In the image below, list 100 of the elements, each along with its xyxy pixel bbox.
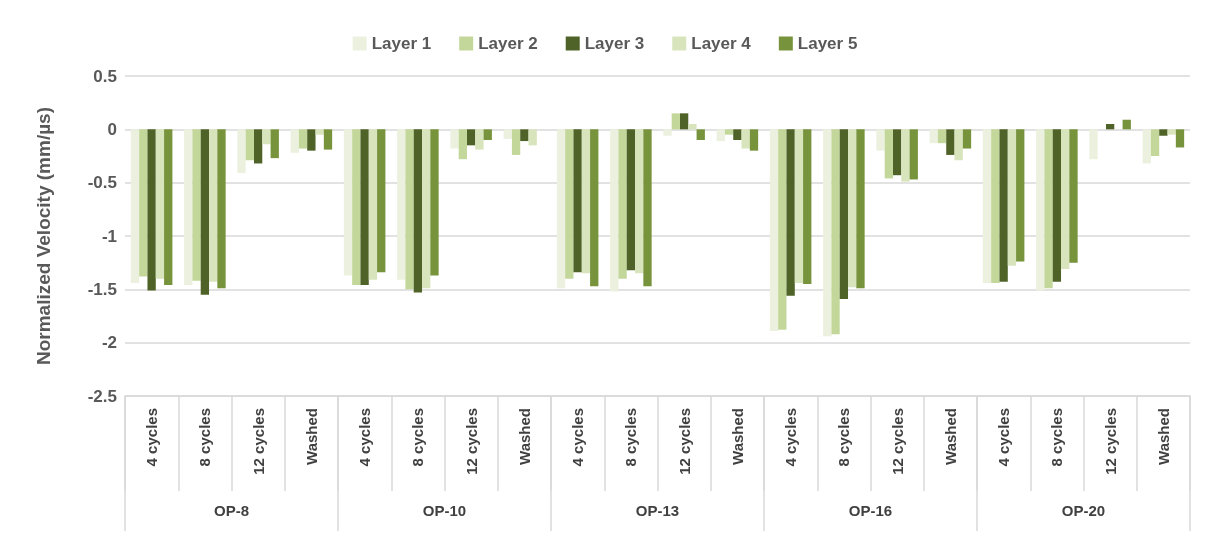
bar bbox=[909, 129, 918, 180]
bar bbox=[475, 129, 484, 150]
bar bbox=[1167, 129, 1176, 135]
x-tick-label: 12 cycles bbox=[462, 408, 480, 475]
bar bbox=[237, 129, 246, 174]
y-tick-label: -2 bbox=[101, 333, 117, 353]
bar bbox=[1150, 129, 1160, 156]
bar bbox=[581, 129, 591, 274]
bar bbox=[954, 129, 963, 161]
y-axis-title: Normalized Velocity (mm/µs) bbox=[33, 106, 54, 366]
y-tick-label: -0.5 bbox=[87, 173, 117, 193]
bar bbox=[884, 129, 893, 179]
bar bbox=[831, 129, 840, 335]
bar bbox=[262, 129, 271, 145]
bar bbox=[1159, 129, 1168, 136]
bar bbox=[696, 129, 705, 140]
x-tick-label: Washed bbox=[1154, 408, 1172, 465]
legend-label: Layer 5 bbox=[797, 34, 858, 53]
bar bbox=[184, 129, 193, 286]
legend-label: Layer 2 bbox=[478, 34, 538, 53]
x-tick-label: 12 cycles bbox=[1101, 408, 1119, 475]
x-tick-label: Washed bbox=[302, 408, 320, 465]
bar bbox=[352, 129, 361, 286]
bar bbox=[929, 129, 938, 144]
bar bbox=[1007, 129, 1017, 266]
x-tick-label: 4 cycles bbox=[356, 408, 374, 467]
bar bbox=[962, 129, 972, 149]
bar bbox=[270, 129, 279, 159]
x-tick-label: 4 cycles bbox=[995, 408, 1013, 467]
bar bbox=[343, 129, 353, 276]
bar bbox=[679, 113, 689, 130]
bar bbox=[503, 129, 512, 139]
bar bbox=[155, 129, 165, 279]
x-tick-label: 8 cycles bbox=[835, 408, 853, 467]
bar bbox=[839, 129, 849, 299]
bar bbox=[610, 129, 619, 292]
bar bbox=[377, 129, 386, 273]
text: OP-10 bbox=[422, 502, 467, 519]
bar bbox=[626, 129, 636, 271]
x-tick-label: 4 cycles bbox=[782, 408, 800, 467]
bar bbox=[556, 129, 566, 289]
bar bbox=[573, 129, 582, 273]
bar bbox=[130, 129, 140, 283]
bar bbox=[1052, 129, 1062, 282]
x-tick-label: Washed bbox=[515, 408, 533, 465]
bar bbox=[458, 129, 467, 160]
x-tick-label: Washed bbox=[728, 408, 746, 465]
bar bbox=[413, 129, 423, 293]
bar bbox=[794, 129, 804, 283]
bar bbox=[663, 129, 672, 136]
bar bbox=[848, 129, 857, 288]
bar bbox=[823, 129, 832, 337]
bar bbox=[422, 129, 431, 289]
bar bbox=[733, 129, 742, 140]
bar bbox=[245, 129, 254, 161]
bar bbox=[164, 129, 173, 286]
bar bbox=[590, 129, 599, 287]
bar bbox=[147, 129, 156, 291]
bar bbox=[405, 129, 414, 290]
y-tick-label: -1 bbox=[101, 226, 117, 246]
bar bbox=[643, 129, 652, 287]
bar bbox=[1175, 129, 1185, 148]
bar bbox=[253, 129, 263, 164]
bar bbox=[856, 129, 865, 289]
x-tick-label: 12 cycles bbox=[249, 408, 267, 475]
bar bbox=[778, 129, 787, 330]
x-tick-label: 8 cycles bbox=[622, 408, 640, 467]
y-tick-label: 0.5 bbox=[93, 66, 117, 86]
bar bbox=[307, 129, 316, 151]
text: OP-20 bbox=[1061, 502, 1106, 519]
bar bbox=[618, 129, 627, 279]
bar bbox=[1061, 129, 1070, 270]
bar bbox=[511, 129, 521, 155]
x-tick-label: 4 cycles bbox=[143, 408, 161, 467]
bar bbox=[724, 129, 734, 135]
y-tick-label: -1.5 bbox=[87, 279, 117, 299]
bar bbox=[901, 129, 910, 182]
bar bbox=[217, 129, 226, 289]
x-tick-label: Washed bbox=[941, 408, 959, 465]
bar bbox=[671, 113, 680, 130]
bar bbox=[892, 129, 902, 176]
bar bbox=[1036, 129, 1045, 291]
bar bbox=[209, 129, 218, 282]
bar bbox=[1122, 119, 1131, 130]
bar bbox=[937, 129, 947, 144]
bar bbox=[1089, 129, 1098, 160]
bar bbox=[769, 129, 779, 331]
legend-label: Layer 1 bbox=[371, 34, 432, 53]
bar bbox=[483, 129, 492, 140]
bar bbox=[688, 124, 697, 130]
bar bbox=[741, 129, 750, 149]
bar bbox=[450, 129, 459, 149]
bar bbox=[982, 129, 992, 283]
bar bbox=[1069, 129, 1078, 263]
bar bbox=[397, 129, 406, 280]
bar bbox=[803, 129, 812, 284]
bar bbox=[520, 129, 529, 142]
bar bbox=[991, 129, 1000, 283]
bar bbox=[466, 129, 476, 146]
x-tick-label: 8 cycles bbox=[196, 408, 214, 467]
